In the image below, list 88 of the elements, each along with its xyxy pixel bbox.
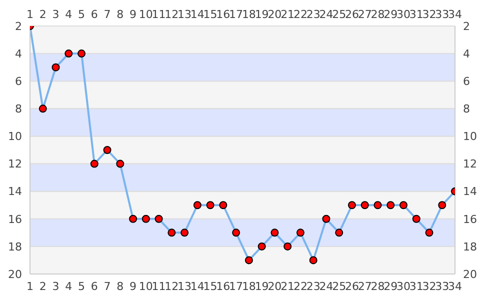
x-tick-label: 28 bbox=[370, 8, 385, 21]
x2-tick-label: 20 bbox=[268, 280, 282, 293]
x-tick-label: 1 bbox=[26, 8, 34, 21]
x2-tick-label: 8 bbox=[116, 280, 124, 293]
x-tick-label: 14 bbox=[190, 8, 204, 21]
x-tick-label: 20 bbox=[268, 8, 282, 21]
x2-tick-label: 32 bbox=[422, 280, 436, 293]
y2-tick-label: 12 bbox=[463, 158, 477, 171]
x-tick-label: 17 bbox=[229, 8, 244, 21]
x2-tick-label: 22 bbox=[293, 280, 308, 293]
x-tick-label: 11 bbox=[152, 8, 166, 21]
x2-tick-label: 27 bbox=[358, 280, 372, 293]
x2-tick-label: 33 bbox=[435, 280, 450, 293]
y-tick-label: 2 bbox=[15, 20, 22, 33]
x2-tick-label: 10 bbox=[138, 280, 153, 293]
x-tick-label: 29 bbox=[384, 8, 398, 21]
y-tick-label: 12 bbox=[8, 158, 22, 171]
x2-tick-label: 15 bbox=[203, 280, 218, 293]
x-tick-label: 34 bbox=[448, 8, 462, 21]
x-tick-label: 19 bbox=[254, 8, 269, 21]
x-tick-label: 8 bbox=[116, 8, 124, 21]
x-tick-label: 26 bbox=[344, 8, 359, 21]
x2-tick-label: 4 bbox=[65, 280, 72, 293]
x2-tick-label: 2 bbox=[39, 280, 46, 293]
y2-tick-label: 10 bbox=[463, 130, 477, 144]
x2-tick-label: 24 bbox=[319, 280, 334, 293]
x-tick-label: 2 bbox=[39, 8, 46, 21]
y2-tick-label: 4 bbox=[463, 47, 470, 60]
x-tick-label: 31 bbox=[409, 8, 424, 21]
x-tick-label: 6 bbox=[90, 8, 98, 21]
x2-tick-label: 25 bbox=[332, 280, 346, 293]
x2-tick-label: 28 bbox=[370, 280, 385, 293]
x-tick-label: 33 bbox=[435, 8, 450, 21]
x2-tick-label: 13 bbox=[178, 280, 192, 293]
x-tick-label: 21 bbox=[280, 8, 295, 21]
x2-tick-label: 18 bbox=[242, 280, 256, 293]
x2-tick-label: 9 bbox=[130, 280, 137, 293]
x-tick-label: 24 bbox=[319, 8, 334, 21]
x-tick-label: 16 bbox=[216, 8, 230, 21]
y2-tick-label: 14 bbox=[463, 185, 477, 198]
x2-tick-label: 7 bbox=[104, 280, 111, 293]
x-tick-label: 13 bbox=[178, 8, 192, 21]
y2-tick-label: 16 bbox=[463, 212, 477, 226]
x2-tick-label: 5 bbox=[78, 280, 86, 293]
x-tick-label: 12 bbox=[164, 8, 179, 21]
y2-tick-label: 6 bbox=[463, 75, 470, 88]
x2-tick-label: 19 bbox=[254, 280, 269, 293]
x-tick-label: 3 bbox=[52, 8, 60, 21]
x2-tick-label: 34 bbox=[448, 280, 462, 293]
x-tick-label: 25 bbox=[332, 8, 346, 21]
x2-tick-label: 30 bbox=[396, 280, 410, 293]
x2-tick-label: 11 bbox=[152, 280, 166, 293]
x-tick-label: 18 bbox=[242, 8, 256, 21]
x-tick-label: 10 bbox=[138, 8, 153, 21]
x2-tick-label: 12 bbox=[164, 280, 179, 293]
y-tick-label: 8 bbox=[15, 102, 22, 116]
x2-tick-label: 26 bbox=[344, 280, 359, 293]
y-tick-label: 20 bbox=[8, 268, 22, 281]
y2-tick-label: 20 bbox=[463, 268, 477, 281]
y2-tick-label: 18 bbox=[463, 240, 477, 254]
x2-tick-label: 31 bbox=[409, 280, 424, 293]
x-tick-label: 27 bbox=[358, 8, 372, 21]
y2-tick-label: 2 bbox=[463, 20, 470, 33]
x-tick-label: 9 bbox=[130, 8, 137, 21]
x-tick-label: 22 bbox=[293, 8, 308, 21]
x2-tick-label: 6 bbox=[90, 280, 98, 293]
x-tick-label: 7 bbox=[104, 8, 111, 21]
x2-tick-label: 16 bbox=[216, 280, 230, 293]
y-tick-label: 18 bbox=[8, 240, 22, 254]
x-tick-label: 4 bbox=[65, 8, 72, 21]
x-tick-label: 15 bbox=[203, 8, 218, 21]
y-tick-label: 16 bbox=[8, 212, 22, 226]
x-tick-label: 5 bbox=[78, 8, 86, 21]
x-tick-label: 23 bbox=[306, 8, 320, 21]
x2-tick-label: 14 bbox=[190, 280, 204, 293]
x-tick-label: 30 bbox=[396, 8, 410, 21]
y-tick-label: 10 bbox=[8, 130, 22, 144]
x2-tick-label: 21 bbox=[280, 280, 295, 293]
y-tick-label: 14 bbox=[8, 185, 22, 198]
y-tick-label: 4 bbox=[15, 47, 22, 60]
x2-tick-label: 1 bbox=[26, 280, 34, 293]
x2-tick-label: 17 bbox=[229, 280, 244, 293]
y-tick-label: 6 bbox=[15, 75, 22, 88]
x2-tick-label: 23 bbox=[306, 280, 320, 293]
y2-tick-label: 8 bbox=[463, 102, 470, 116]
x2-tick-label: 3 bbox=[52, 280, 60, 293]
x2-tick-label: 29 bbox=[384, 280, 398, 293]
x-tick-label: 32 bbox=[422, 8, 436, 21]
